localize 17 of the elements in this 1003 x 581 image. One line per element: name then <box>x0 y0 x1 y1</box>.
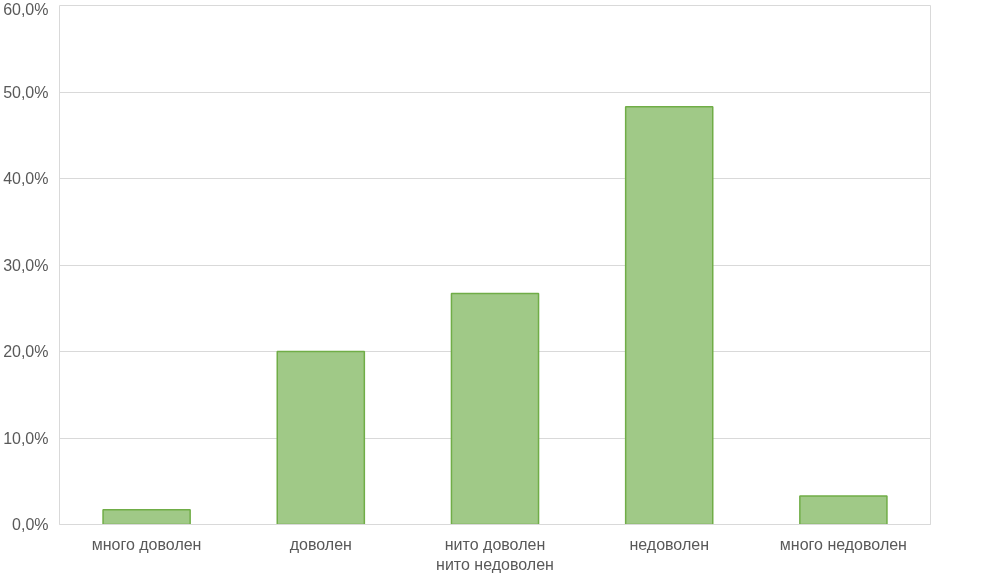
bar <box>450 292 540 525</box>
y-tick-label: 50,0% <box>3 83 49 101</box>
bar <box>102 509 191 525</box>
y-tick-label: 40,0% <box>3 170 49 187</box>
bar <box>799 495 888 525</box>
x-tick-label: нито доволен нито недоволен <box>436 535 554 573</box>
y-tick-label: 60,0% <box>3 0 49 18</box>
x-tick-label: много доволен <box>91 535 202 553</box>
y-tick-label: 30,0% <box>3 256 49 274</box>
x-tick-label: недоволен <box>629 535 709 553</box>
bar <box>276 350 366 525</box>
y-tick-label: 20,0% <box>3 343 49 360</box>
x-tick-label: много недоволен <box>779 535 907 553</box>
x-tick-label: доволен <box>289 535 352 553</box>
bar <box>624 105 714 525</box>
y-tick-label: 10,0% <box>3 429 49 447</box>
y-tick-label: 0,0% <box>12 516 49 533</box>
